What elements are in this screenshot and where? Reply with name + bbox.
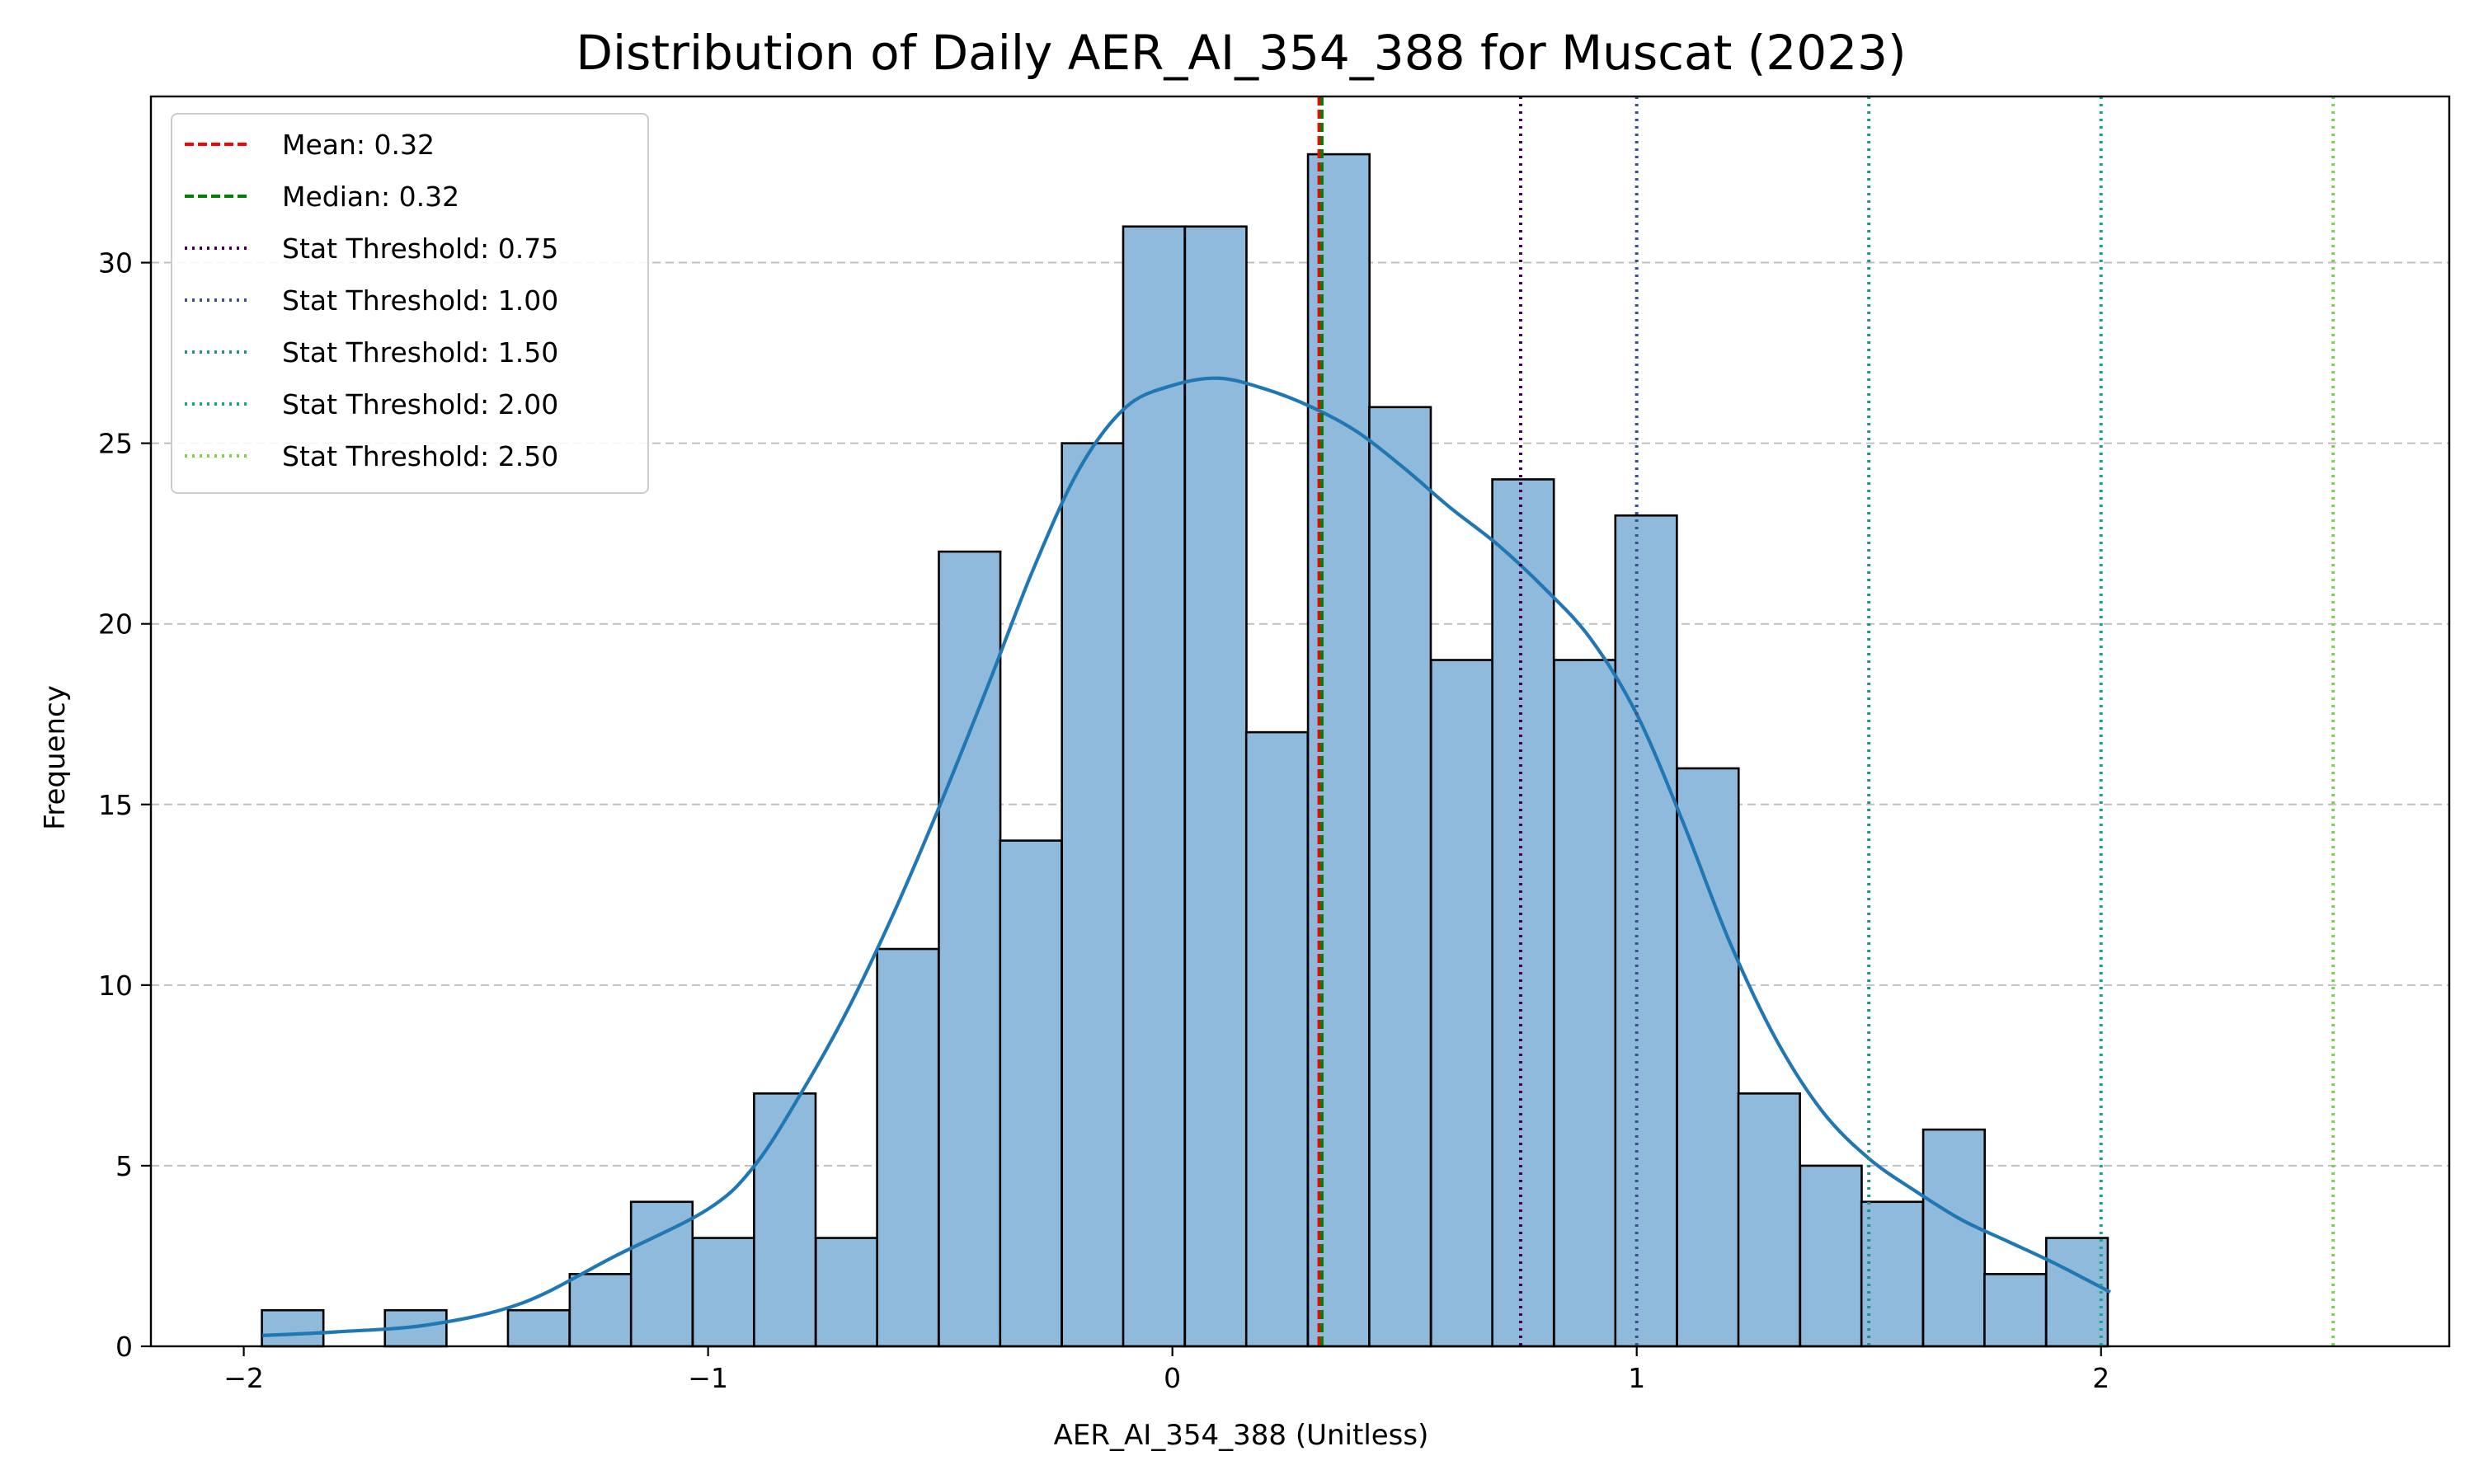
x-tick-label: 1 bbox=[1628, 1362, 1645, 1394]
histogram-bar bbox=[1244, 730, 1310, 1348]
y-tick-label: 25 bbox=[98, 428, 133, 460]
legend-label: Stat Threshold: 2.00 bbox=[282, 388, 558, 420]
plot-frame bbox=[149, 95, 2451, 1348]
histogram-bar bbox=[2044, 1237, 2109, 1348]
x-tick-label: −1 bbox=[688, 1362, 728, 1394]
y-tick-label: 5 bbox=[115, 1150, 133, 1182]
y-tick-label: 20 bbox=[98, 608, 133, 641]
legend: Mean: 0.32 Median: 0.32 Stat Threshold: 0.… bbox=[171, 113, 649, 494]
legend-label: Stat Threshold: 1.50 bbox=[282, 336, 558, 369]
histogram-bar bbox=[568, 1273, 633, 1348]
histogram-bar bbox=[999, 839, 1063, 1348]
histogram-bar bbox=[691, 1237, 755, 1348]
x-tick-label: 0 bbox=[1164, 1362, 1181, 1394]
x-tick-label: −2 bbox=[223, 1362, 264, 1394]
histogram-bar bbox=[1983, 1273, 2048, 1348]
reference-lines bbox=[1317, 96, 2335, 1346]
histogram-bar bbox=[1860, 1200, 1925, 1348]
histogram-bar bbox=[1553, 659, 1617, 1348]
chart-title: Distribution of Daily AER_AI_354_388 for… bbox=[576, 25, 1906, 81]
y-tick-label: 30 bbox=[98, 247, 133, 279]
histogram-bar bbox=[1061, 442, 1125, 1348]
histogram-bar bbox=[1921, 1128, 1986, 1348]
histogram-bar bbox=[753, 1092, 817, 1348]
histogram-bar bbox=[876, 947, 940, 1348]
histogram-bar bbox=[1491, 478, 1555, 1348]
histogram-bars bbox=[261, 153, 2109, 1348]
histogram-bar bbox=[1614, 514, 1678, 1348]
legend-label: Stat Threshold: 2.50 bbox=[282, 440, 558, 472]
y-tick-label: 10 bbox=[98, 970, 133, 1002]
histogram-bar bbox=[1799, 1164, 1863, 1348]
histogram-bar bbox=[814, 1237, 879, 1348]
histogram-bar bbox=[1122, 225, 1186, 1348]
histogram-bar bbox=[1676, 767, 1740, 1348]
legend-label: Mean: 0.32 bbox=[282, 129, 435, 161]
legend-box bbox=[171, 113, 649, 494]
histogram-bar bbox=[261, 1308, 325, 1348]
histogram-bar bbox=[1368, 406, 1432, 1348]
histogram-bar bbox=[1737, 1092, 1801, 1348]
legend-label: Median: 0.32 bbox=[282, 181, 459, 213]
kde-curve-group bbox=[262, 376, 2111, 1337]
histogram-bar bbox=[506, 1308, 571, 1348]
y-axis-label: Frequency bbox=[39, 685, 72, 830]
histogram-bar bbox=[1306, 153, 1371, 1348]
histogram-bar bbox=[938, 550, 1002, 1348]
y-tick-label: 0 bbox=[115, 1331, 133, 1363]
histogram-bar bbox=[629, 1200, 694, 1348]
kde-curve bbox=[262, 376, 2111, 1337]
y-axis-ticks: 0 5 10 15 20 25 30 bbox=[98, 247, 151, 1363]
x-axis-label: AER_AI_354_388 (Unitless) bbox=[1054, 1419, 1429, 1452]
y-tick-label: 15 bbox=[98, 789, 133, 821]
x-axis-ticks: −2 −1 0 1 2 bbox=[223, 1346, 2109, 1394]
histogram-bar bbox=[1183, 225, 1248, 1348]
legend-label: Stat Threshold: 0.75 bbox=[282, 232, 558, 265]
legend-label: Stat Threshold: 1.00 bbox=[282, 284, 558, 317]
histogram-bar bbox=[1429, 659, 1494, 1348]
x-tick-label: 2 bbox=[2092, 1362, 2109, 1394]
